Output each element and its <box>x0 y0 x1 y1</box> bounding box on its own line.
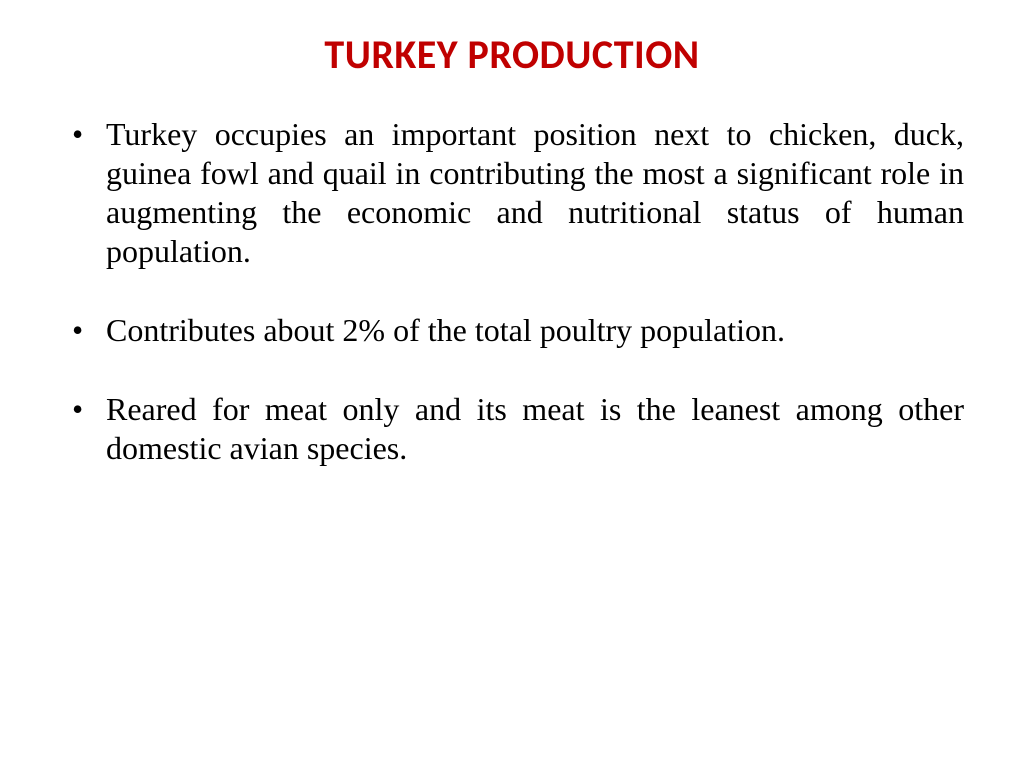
list-item: Reared for meat only and its meat is the… <box>60 390 964 468</box>
list-item: Turkey occupies an important position ne… <box>60 115 964 271</box>
list-item: Contributes about 2% of the total poultr… <box>60 311 964 350</box>
bullet-text: Contributes about 2% of the total poultr… <box>106 312 785 348</box>
bullet-text: Reared for meat only and its meat is the… <box>106 391 964 466</box>
bullet-text: Turkey occupies an important position ne… <box>106 116 964 269</box>
bullet-list: Turkey occupies an important position ne… <box>60 115 964 468</box>
slide-title: TURKEY PRODUCTION <box>60 30 964 79</box>
